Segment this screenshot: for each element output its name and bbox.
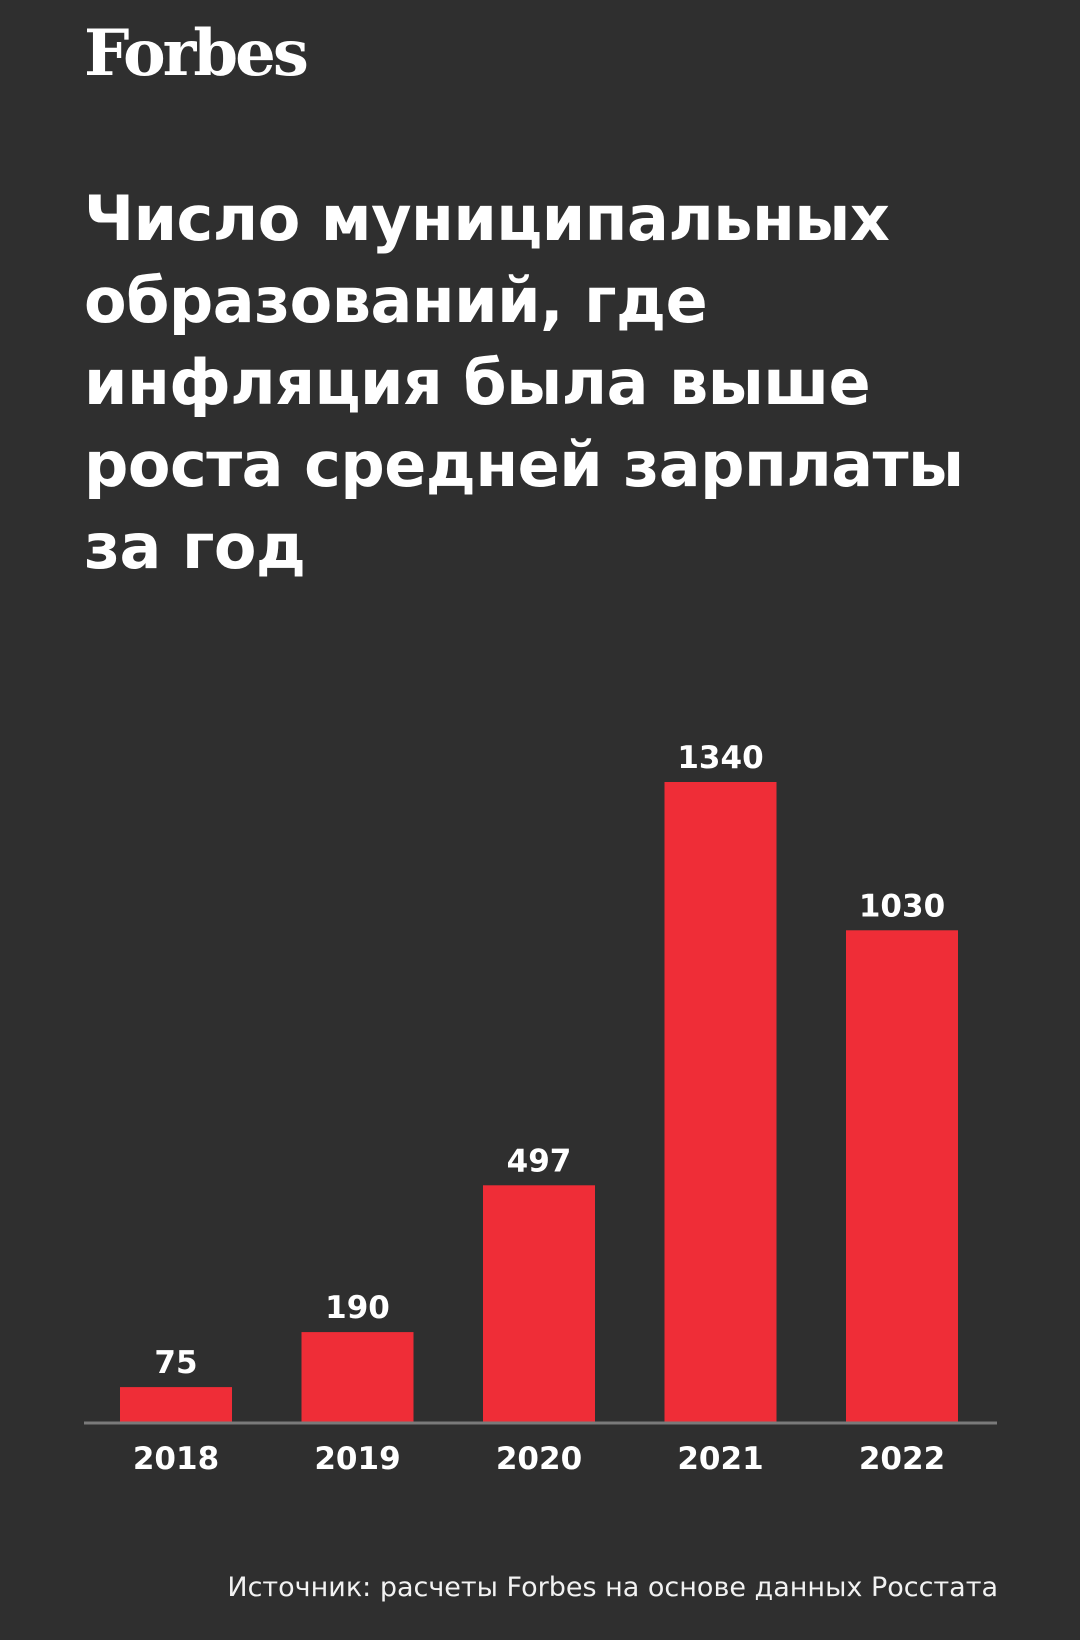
value-label-2022: 1030 — [859, 888, 945, 924]
value-labels-group: 75 190 497 1340 1030 — [154, 740, 945, 1381]
bar-2020 — [483, 1185, 595, 1423]
chart-title: Число муниципальных образований, где инф… — [84, 182, 964, 583]
bar-2021 — [664, 782, 777, 1423]
category-label-2019: 2019 — [314, 1441, 400, 1477]
forbes-logo: Forbes — [84, 16, 309, 91]
bar-2018 — [120, 1387, 232, 1423]
value-label-2019: 190 — [325, 1290, 390, 1326]
value-label-2018: 75 — [154, 1345, 197, 1381]
bar-2022 — [846, 930, 958, 1423]
value-label-2020: 497 — [507, 1143, 572, 1179]
category-label-2022: 2022 — [859, 1441, 945, 1477]
category-label-2021: 2021 — [677, 1441, 763, 1477]
category-label-2020: 2020 — [496, 1441, 582, 1477]
category-label-2018: 2018 — [133, 1441, 219, 1477]
bars-group — [120, 782, 958, 1423]
source-note: Источник: расчеты Forbes на основе данны… — [227, 1572, 998, 1603]
value-label-2021: 1340 — [677, 740, 763, 776]
bar-2019 — [301, 1332, 414, 1423]
category-labels-group: 2018 2019 2020 2021 2022 — [133, 1441, 945, 1477]
